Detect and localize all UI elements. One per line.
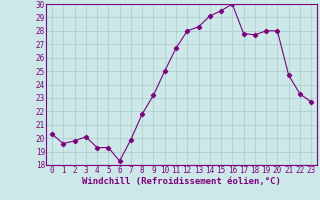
X-axis label: Windchill (Refroidissement éolien,°C): Windchill (Refroidissement éolien,°C)	[82, 177, 281, 186]
